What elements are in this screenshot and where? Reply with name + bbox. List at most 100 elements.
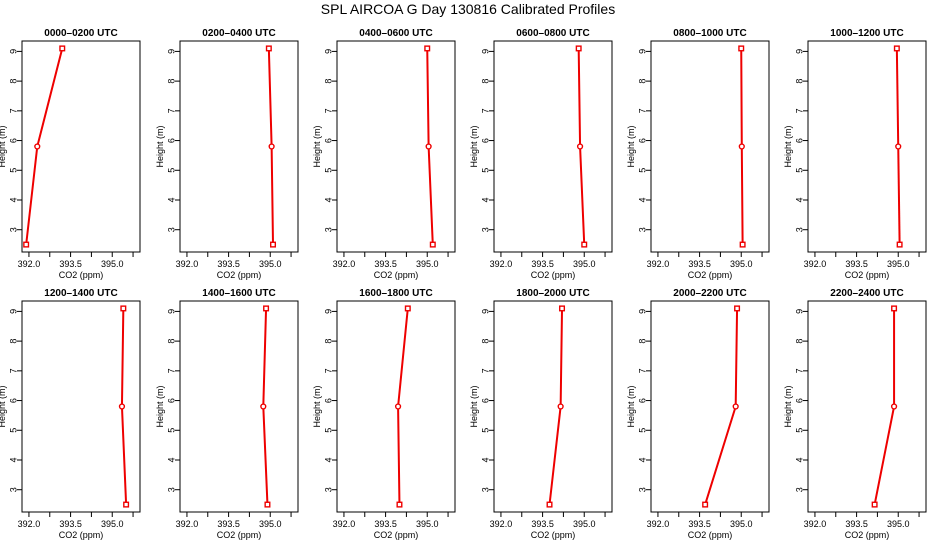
panel-5: 0800–1000 UTC 392.0 393.5 395.0 3 4 5 6 7 8 9 CO2 (… — [626, 28, 770, 280]
y-tick-label: 4 — [323, 197, 333, 202]
y-axis-label: Height (m) — [0, 385, 7, 427]
plot-frame — [21, 40, 141, 253]
x-tick-label: 392.0 — [176, 259, 199, 269]
x-axis-label: CO2 (ppm) — [59, 530, 104, 540]
x-tick-label: 395.0 — [259, 519, 282, 529]
profile-line — [704, 308, 739, 505]
y-tick-label: 4 — [794, 457, 804, 462]
y-tick-label: 6 — [794, 398, 804, 403]
data-point — [268, 143, 275, 150]
data-point — [120, 305, 127, 312]
y-tick-label: 6 — [166, 398, 176, 403]
plot-frame — [336, 300, 456, 513]
y-tick-label: 4 — [480, 197, 490, 202]
y-tick-label: 9 — [794, 309, 804, 314]
data-point — [118, 403, 126, 410]
y-axis-label: Height (m) — [155, 125, 165, 167]
y-tick-label: 6 — [8, 398, 18, 403]
x-axis-label: CO2 (ppm) — [374, 270, 419, 280]
y-tick-label: 5 — [794, 428, 804, 433]
page-title: SPL AIRCOA G Day 130816 Calibrated Profi… — [320, 1, 616, 17]
y-tick-label: 5 — [323, 168, 333, 173]
data-point — [394, 403, 402, 410]
y-tick-label: 5 — [480, 168, 490, 173]
data-point — [891, 305, 898, 312]
panel-4: 0600–0800 UTC 392.0 393.5 395.0 3 4 5 6 7 8 9 CO2 (… — [469, 28, 613, 280]
x-axis-label: CO2 (ppm) — [217, 530, 262, 540]
y-tick-label: 9 — [8, 309, 18, 314]
x-tick-label: 392.0 — [804, 259, 827, 269]
data-point — [123, 501, 130, 508]
data-point — [260, 403, 267, 410]
y-tick-label: 8 — [166, 79, 176, 84]
y-tick-label: 8 — [480, 79, 490, 84]
y-tick-label: 5 — [637, 428, 647, 433]
y-tick-label: 3 — [480, 487, 490, 492]
y-tick-label: 9 — [637, 49, 647, 54]
plot-frame — [336, 40, 456, 253]
y-tick-label: 5 — [166, 168, 176, 173]
x-tick-label: 393.5 — [531, 519, 554, 529]
y-axis-label: Height (m) — [312, 125, 322, 167]
x-tick-label: 395.0 — [730, 519, 753, 529]
data-point — [557, 403, 564, 410]
panel-12: 2200–2400 UTC 392.0 393.5 395.0 3 4 5 6 7 8 9 CO2 (… — [783, 288, 927, 540]
panel-title: 0800–1000 UTC — [673, 28, 746, 39]
y-tick-label: 4 — [166, 457, 176, 462]
x-tick-label: 393.5 — [59, 519, 82, 529]
data-point — [429, 241, 436, 248]
y-tick-label: 9 — [166, 49, 176, 54]
y-tick-label: 8 — [637, 79, 647, 84]
x-tick-label: 392.0 — [804, 519, 827, 529]
y-tick-label: 6 — [480, 138, 490, 143]
y-tick-label: 7 — [166, 108, 176, 113]
x-axis-label: CO2 (ppm) — [217, 270, 262, 280]
y-tick-label: 7 — [637, 368, 647, 373]
data-point — [263, 305, 270, 312]
data-point — [23, 241, 30, 248]
y-tick-label: 9 — [480, 309, 490, 314]
panel-title: 0000–0200 UTC — [44, 28, 117, 39]
x-tick-label: 393.5 — [217, 519, 240, 529]
y-tick-label: 8 — [166, 339, 176, 344]
y-tick-label: 5 — [8, 168, 18, 173]
data-point — [546, 501, 553, 508]
panel-1: 0000–0200 UTC 392.0 393.5 395.0 3 4 5 6 7 8 9 CO2 (… — [0, 28, 141, 280]
y-axis-label: Height (m) — [155, 385, 165, 427]
data-point — [265, 45, 272, 52]
panel-title: 1600–1800 UTC — [359, 288, 432, 299]
data-point — [890, 403, 898, 410]
plot-frame — [179, 40, 299, 253]
x-tick-label: 393.5 — [688, 259, 711, 269]
x-tick-label: 392.0 — [647, 259, 670, 269]
y-tick-label: 7 — [480, 368, 490, 373]
x-tick-label: 395.0 — [730, 259, 753, 269]
x-tick-label: 392.0 — [18, 259, 41, 269]
data-point — [425, 143, 432, 150]
panel-title: 0400–0600 UTC — [359, 28, 432, 39]
y-tick-label: 6 — [637, 138, 647, 143]
panel-title: 0200–0400 UTC — [202, 28, 275, 39]
panel-title: 1800–2000 UTC — [516, 288, 589, 299]
x-tick-label: 392.0 — [176, 519, 199, 529]
y-axis-label: Height (m) — [0, 125, 7, 167]
data-point — [559, 305, 566, 312]
data-point — [893, 45, 900, 52]
y-tick-label: 3 — [166, 227, 176, 232]
y-tick-label: 4 — [323, 457, 333, 462]
x-axis-label: CO2 (ppm) — [845, 530, 890, 540]
y-tick-label: 4 — [480, 457, 490, 462]
y-tick-label: 8 — [323, 79, 333, 84]
data-point — [424, 45, 431, 52]
y-tick-label: 3 — [637, 487, 647, 492]
data-point — [576, 143, 584, 150]
x-tick-label: 392.0 — [333, 259, 356, 269]
panel-2: 0200–0400 UTC 392.0 393.5 395.0 3 4 5 6 7 8 9 CO2 (… — [155, 28, 299, 280]
y-tick-label: 6 — [480, 398, 490, 403]
data-point — [738, 143, 745, 150]
y-axis-label: Height (m) — [783, 385, 793, 427]
y-tick-label: 6 — [637, 398, 647, 403]
y-tick-label: 4 — [8, 197, 18, 202]
y-tick-label: 4 — [166, 197, 176, 202]
